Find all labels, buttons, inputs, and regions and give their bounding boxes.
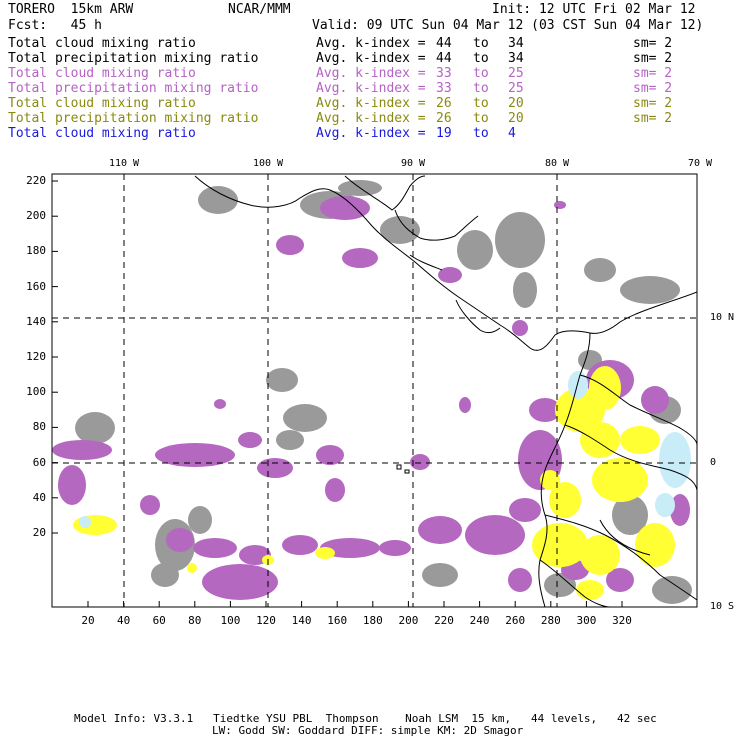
legend-to: to	[473, 51, 489, 66]
lon-label-70w: 70 W	[687, 158, 713, 169]
legend-field: Total precipitation mixing ratio	[8, 51, 259, 66]
y-tick-label: 180	[26, 244, 46, 258]
legend-field: Total cloud mixing ratio	[8, 36, 196, 51]
organization: NCAR/MMM	[228, 2, 291, 17]
lon-label-110w: 110 W	[108, 158, 140, 169]
y-tick-label: 140	[26, 314, 46, 328]
legend-field: Total precipitation mixing ratio	[8, 81, 259, 96]
purple-cloud-areas	[52, 196, 690, 600]
x-tick-label: 40	[116, 614, 131, 627]
lat-lon-grid	[52, 174, 697, 607]
legend-to: to	[473, 126, 489, 141]
valid-time: Valid: 09 UTC Sun 04 Mar 12 (03 CST Sun …	[312, 18, 704, 33]
x-tick-label: 200	[398, 614, 419, 627]
y-tick-label: 160	[26, 279, 46, 293]
lon-label-90w: 90 W	[400, 158, 426, 169]
x-tick-label: 140	[291, 614, 312, 627]
x-tick-label: 300	[576, 614, 597, 627]
legend-kindex-to: 4	[508, 126, 516, 141]
legend-smoothing: sm= 2	[633, 66, 673, 81]
forecast-hour: Fcst: 45 h	[8, 18, 102, 33]
lon-label-80w: 80 W	[544, 158, 570, 169]
x-tick-label: 100	[220, 614, 241, 627]
model-info-line2: LW: Godd SW: Goddard DIFF: simple KM: 2D…	[212, 724, 524, 737]
legend-kindex-from: 44	[436, 51, 452, 66]
x-tick-label: 20	[81, 614, 95, 627]
y-tick-label: 220	[26, 174, 46, 187]
legend-kindex-to: 34	[508, 51, 524, 66]
yellow-cloud-areas	[73, 366, 675, 600]
y-tick-label: 20	[32, 526, 46, 539]
model-info-line1: Model Info: V3.3.1 Tiedtke YSU PBL Thomp…	[74, 712, 657, 725]
legend-kindex-label: Avg. k-index =	[316, 96, 426, 111]
legend-kindex-label: Avg. k-index =	[316, 51, 426, 66]
x-tick-label: 220	[434, 614, 454, 627]
legend-field: Total cloud mixing ratio	[8, 96, 196, 111]
legend-smoothing: sm= 2	[633, 96, 673, 111]
x-tick-label: 180	[362, 614, 383, 627]
x-tick-label: 320	[612, 614, 632, 627]
legend-kindex-label: Avg. k-index =	[316, 126, 426, 141]
y-tick-label: 120	[26, 350, 46, 363]
legend-kindex-from: 26	[436, 96, 452, 111]
legend-field: Total cloud mixing ratio	[8, 66, 196, 81]
legend-to: to	[473, 66, 489, 81]
map-frame	[51, 173, 698, 608]
legend-to: to	[473, 81, 489, 96]
legend-kindex-label: Avg. k-index =	[316, 66, 426, 81]
legend-smoothing: sm= 2	[633, 36, 673, 51]
legend-field: Total precipitation mixing ratio	[8, 111, 259, 126]
lon-label-100w: 100 W	[252, 158, 284, 169]
legend-kindex-from: 33	[436, 66, 452, 81]
legend-to: to	[473, 36, 489, 51]
x-tick-label: 60	[152, 614, 166, 627]
legend-to: to	[473, 96, 489, 111]
x-tick-label: 260	[505, 614, 526, 627]
x-tick-label: 80	[188, 614, 202, 627]
lightblue-cloud-areas	[79, 371, 691, 528]
legend-field: Total cloud mixing ratio	[8, 126, 196, 141]
legend-to: to	[473, 111, 489, 126]
legend-smoothing: sm= 2	[633, 51, 673, 66]
legend-kindex-label: Avg. k-index =	[316, 81, 426, 96]
x-tick-label: 120	[256, 614, 276, 627]
legend-kindex-label: Avg. k-index =	[316, 111, 426, 126]
init-time: Init: 12 UTC Fri 02 Mar 12	[492, 2, 696, 17]
y-tick-label: 100	[26, 385, 46, 399]
lat-label-10n: 10 N	[710, 312, 735, 323]
legend-kindex-to: 20	[508, 111, 524, 126]
legend-kindex-to: 25	[508, 66, 524, 81]
legend-kindex-from: 19	[436, 126, 452, 141]
model-title: TORERO 15km ARW	[8, 2, 134, 17]
x-tick-label: 160	[327, 614, 348, 627]
y-tick-label: 80	[32, 420, 46, 434]
legend-kindex-label: Avg. k-index =	[316, 36, 426, 51]
lat-label-0: 0	[710, 457, 717, 468]
legend-smoothing: sm= 2	[633, 111, 673, 126]
y-tick-label: 60	[32, 455, 46, 469]
legend-kindex-from: 26	[436, 111, 452, 126]
x-tick-label: 240	[469, 614, 490, 627]
y-tick-label: 40	[32, 490, 46, 504]
legend-kindex-from: 44	[436, 36, 452, 51]
legend-smoothing: sm= 2	[633, 81, 673, 96]
y-tick-label: 200	[26, 209, 46, 223]
legend-kindex-to: 34	[508, 36, 524, 51]
legend-kindex-to: 20	[508, 96, 524, 111]
lat-label-10s: 10 S	[710, 601, 735, 612]
legend-kindex-to: 25	[508, 81, 524, 96]
coastlines	[194, 175, 697, 607]
x-tick-label: 280	[540, 614, 561, 627]
legend-kindex-from: 33	[436, 81, 452, 96]
